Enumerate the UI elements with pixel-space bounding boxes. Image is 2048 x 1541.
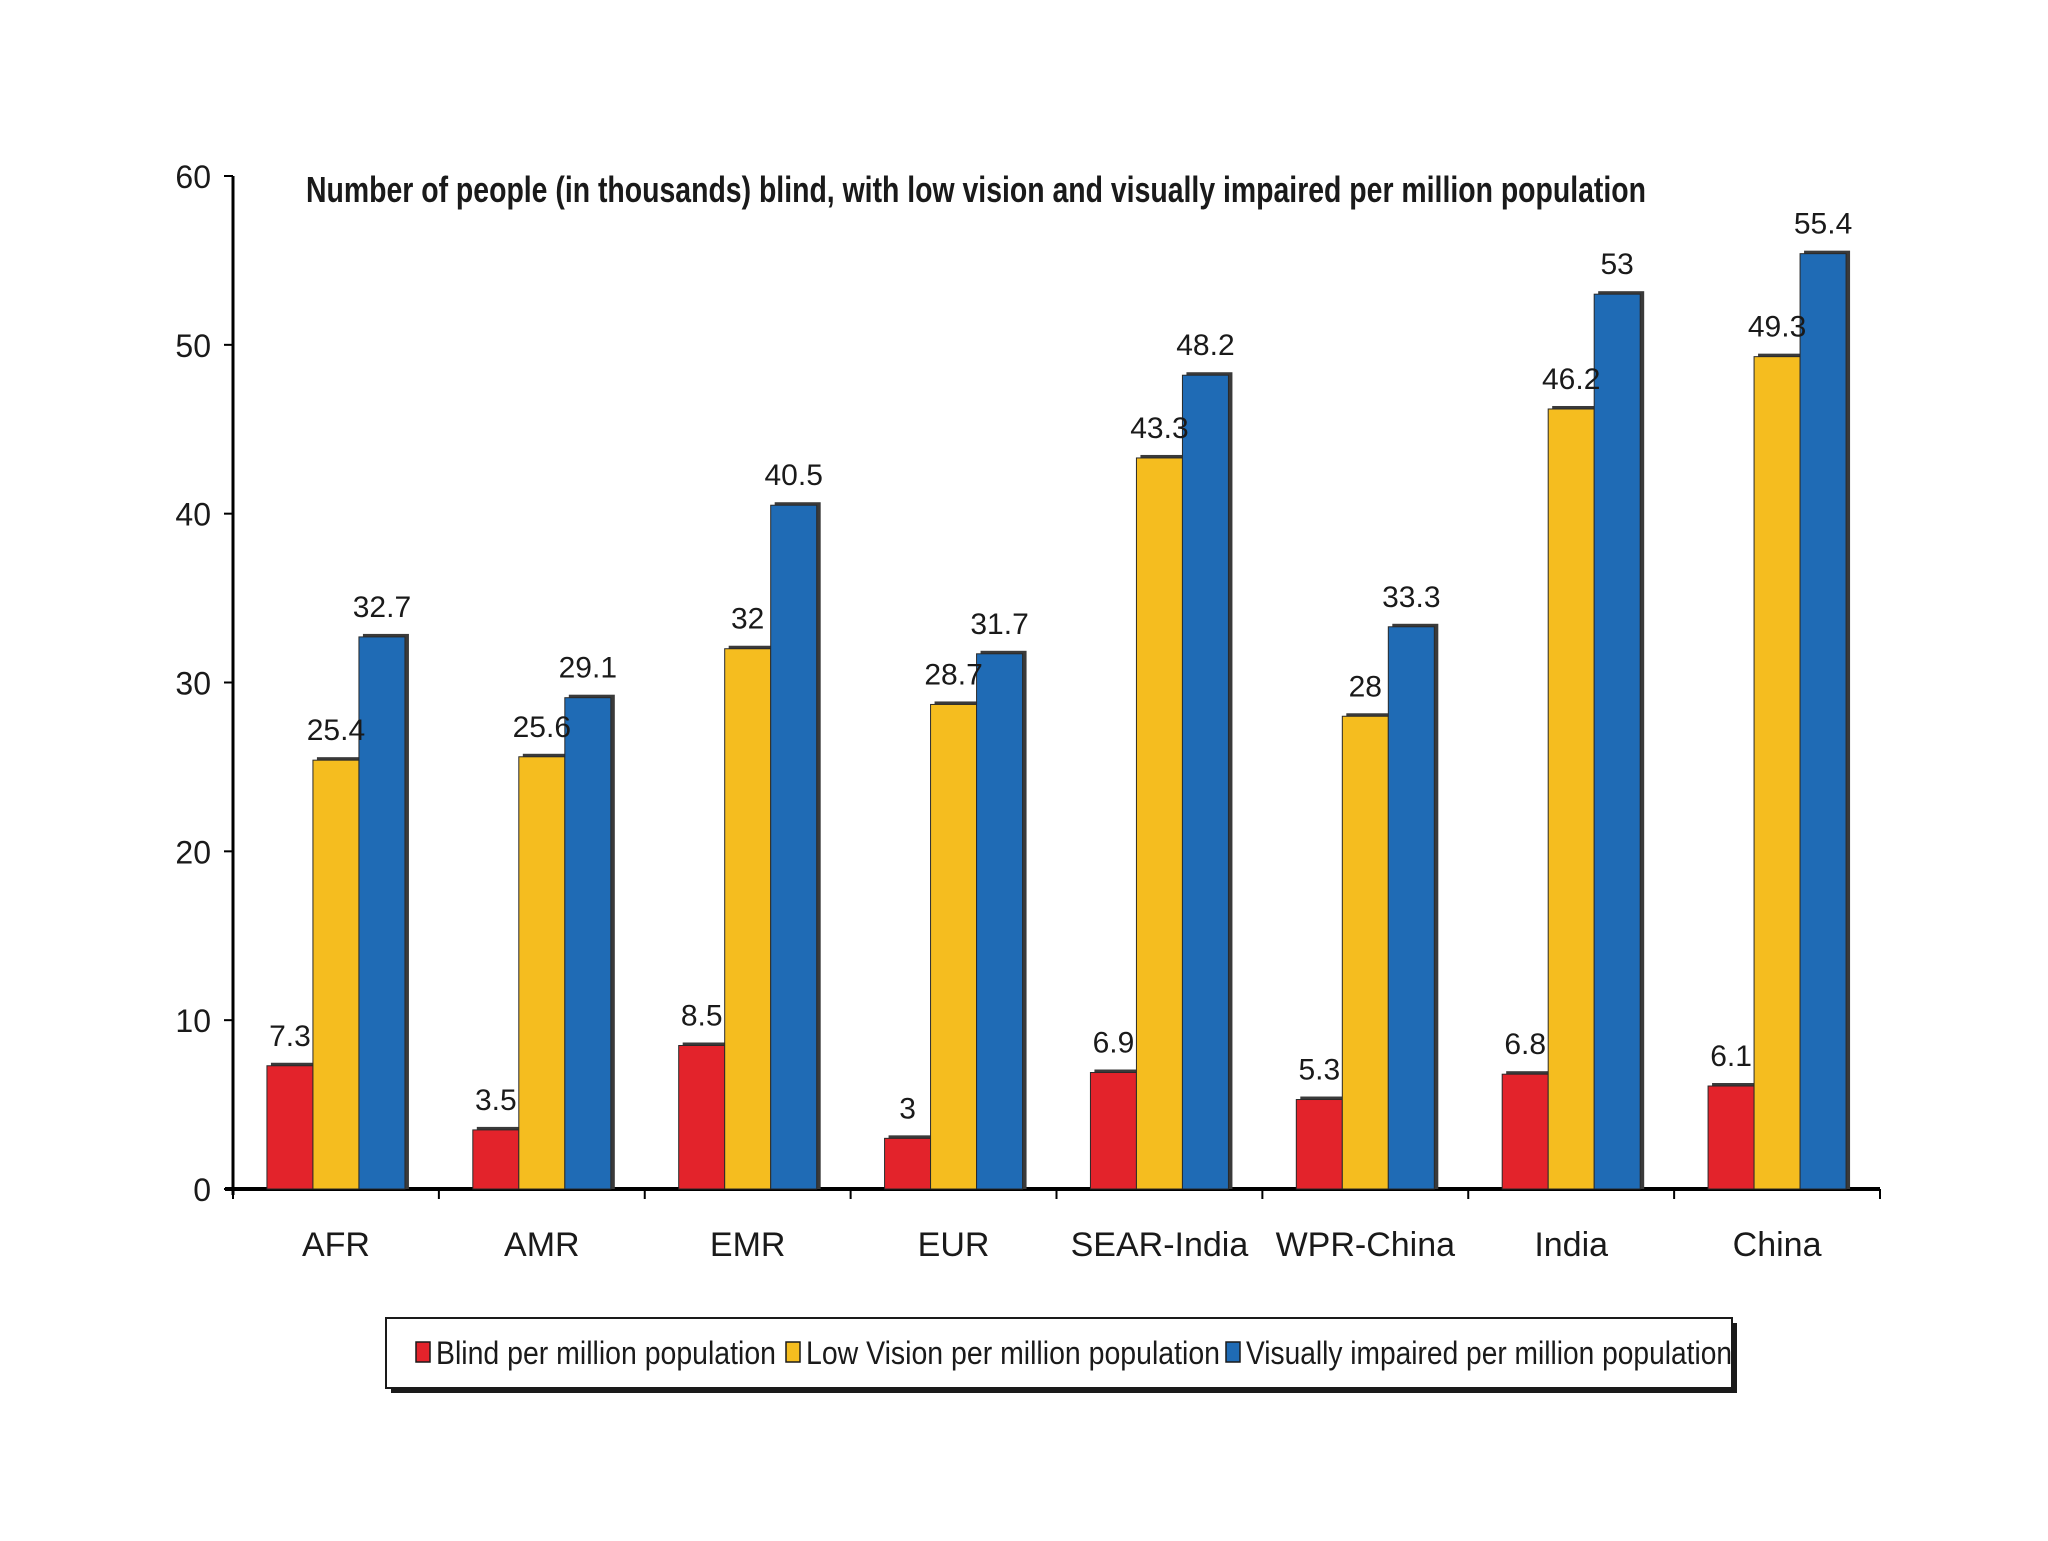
y-tick-label: 40 xyxy=(175,497,211,533)
bar xyxy=(1501,1073,1549,1190)
bar xyxy=(472,1129,520,1190)
x-category-label: AMR xyxy=(504,1226,580,1264)
data-label: 55.4 xyxy=(1794,208,1852,241)
bars xyxy=(266,250,1851,1190)
bar xyxy=(1547,408,1595,1190)
x-category-label: WPR-China xyxy=(1276,1226,1456,1264)
x-category-label: India xyxy=(1534,1226,1608,1264)
x-category-label: SEAR-India xyxy=(1071,1226,1249,1264)
bar xyxy=(1593,293,1641,1190)
x-category-label: EUR xyxy=(918,1226,990,1264)
legend-swatch xyxy=(785,1341,801,1363)
bar xyxy=(976,653,1024,1190)
bar xyxy=(1799,253,1847,1190)
data-label: 53 xyxy=(1601,248,1634,281)
x-category-label: AFR xyxy=(302,1226,370,1264)
data-label: 46.2 xyxy=(1542,363,1600,396)
bar xyxy=(770,504,818,1190)
legend-label: Low Vision per million population xyxy=(806,1335,1220,1371)
data-label: 8.5 xyxy=(681,999,723,1032)
value-labels: 7.3 25.4 32.7 3.5 25.6 29.1 8.5 32 40.5 3 28.7 31.7… xyxy=(269,208,1852,1126)
bar xyxy=(266,1065,314,1190)
y-tick-label: 0 xyxy=(193,1172,211,1208)
bar xyxy=(1341,715,1389,1190)
x-category-label: China xyxy=(1733,1226,1822,1264)
legend-label: Blind per million population xyxy=(436,1335,776,1371)
data-label: 3.5 xyxy=(475,1084,517,1117)
data-label: 31.7 xyxy=(970,608,1028,641)
legend-label: Visually impaired per million population xyxy=(1246,1335,1732,1371)
data-label: 6.9 xyxy=(1093,1027,1135,1060)
chart-title: Number of people (in thousands) blind, w… xyxy=(306,169,1646,210)
data-label: 25.6 xyxy=(513,711,571,744)
data-label: 28.7 xyxy=(924,658,982,691)
bar xyxy=(564,697,612,1190)
y-tick-label: 30 xyxy=(175,666,211,702)
x-category-label: EMR xyxy=(710,1226,786,1264)
data-label: 28 xyxy=(1349,670,1382,703)
legend-swatch xyxy=(415,1341,431,1363)
data-label: 40.5 xyxy=(764,459,822,492)
bar xyxy=(1387,626,1435,1190)
data-label: 7.3 xyxy=(269,1020,311,1053)
bar xyxy=(930,703,978,1190)
y-tick-label: 60 xyxy=(175,159,211,195)
data-label: 6.1 xyxy=(1710,1040,1752,1073)
bar xyxy=(1707,1085,1755,1190)
y-tick-label: 50 xyxy=(175,328,211,364)
legend-box xyxy=(385,1317,1733,1389)
axes: 0 10 20 30 40 50 60 AFR AMR EMR EUR SEAR-India WPR-C… xyxy=(175,159,1881,1264)
data-label: 5.3 xyxy=(1298,1054,1340,1087)
bar xyxy=(884,1137,932,1190)
bar xyxy=(1089,1072,1137,1190)
data-label: 32.7 xyxy=(353,591,411,624)
y-tick-label: 10 xyxy=(175,1003,211,1039)
data-label: 32 xyxy=(731,603,764,636)
bar xyxy=(1135,457,1183,1190)
data-label: 33.3 xyxy=(1382,581,1440,614)
bar xyxy=(1295,1099,1343,1190)
bar xyxy=(1181,374,1229,1190)
bar xyxy=(678,1044,726,1190)
data-label: 29.1 xyxy=(559,652,617,685)
bar xyxy=(724,648,772,1190)
data-label: 48.2 xyxy=(1176,329,1234,362)
y-tick-label: 20 xyxy=(175,834,211,870)
bar xyxy=(518,756,566,1190)
data-label: 43.3 xyxy=(1130,412,1188,445)
bar xyxy=(1753,356,1801,1190)
legend-swatch xyxy=(1225,1341,1241,1363)
data-label: 3 xyxy=(899,1092,916,1125)
bar xyxy=(358,636,406,1190)
data-label: 49.3 xyxy=(1748,311,1806,344)
legend: Blind per million population Low Vision p… xyxy=(385,1317,1737,1393)
data-label: 6.8 xyxy=(1504,1028,1546,1061)
data-label: 25.4 xyxy=(307,714,365,747)
bar xyxy=(312,759,360,1190)
